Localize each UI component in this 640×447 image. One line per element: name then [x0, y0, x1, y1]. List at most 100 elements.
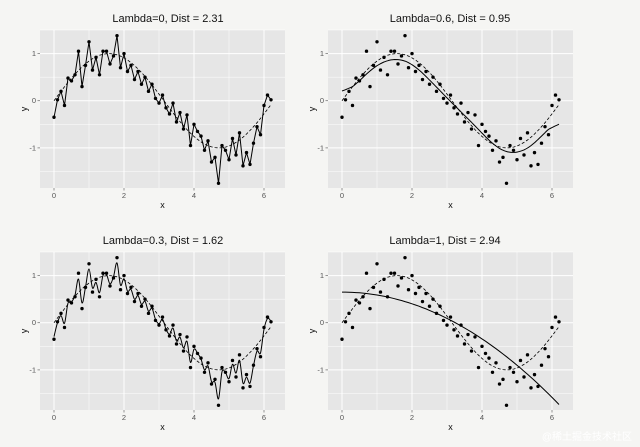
y-tick-label: 0: [320, 96, 324, 105]
panel-2-reference-curve: [341, 53, 560, 149]
data-point: [167, 112, 172, 116]
y-tick-label: 1: [320, 271, 324, 280]
data-point: [153, 318, 158, 323]
data-point: [529, 386, 533, 390]
data-point: [115, 255, 119, 260]
data-point: [340, 115, 344, 119]
data-point: [213, 377, 217, 382]
data-point: [157, 101, 161, 105]
data-point: [255, 346, 259, 351]
data-point: [76, 49, 81, 53]
data-point: [497, 382, 502, 386]
data-point: [66, 298, 70, 302]
data-point: [73, 295, 77, 299]
data-point: [230, 136, 235, 141]
panel-3-grid: [40, 251, 285, 410]
data-point: [490, 148, 495, 152]
panel-1-grid: [40, 29, 285, 188]
y-tick-label: 1: [32, 49, 36, 58]
data-point: [108, 62, 112, 66]
data-point: [455, 334, 460, 338]
data-point: [122, 51, 126, 56]
data-point: [389, 271, 393, 275]
data-point: [199, 356, 203, 360]
data-point: [213, 155, 217, 160]
data-point: [80, 84, 84, 89]
data-point: [101, 271, 105, 275]
data-point: [262, 103, 266, 108]
data-point: [251, 363, 256, 367]
data-point: [480, 122, 484, 127]
panel-3-y-ticks: -1 0 1: [29, 271, 40, 374]
data-point: [490, 370, 495, 374]
data-point: [94, 55, 98, 60]
x-tick-label: 6: [262, 413, 266, 422]
data-point: [52, 115, 56, 119]
data-point: [111, 54, 116, 58]
x-tick-label: 6: [550, 413, 554, 422]
panel-1-title: Lambda=0, Dist = 2.31: [112, 13, 223, 25]
data-point: [192, 344, 196, 349]
y-tick-label: 0: [320, 318, 324, 327]
data-point: [216, 181, 221, 185]
data-point: [244, 372, 249, 377]
data-point: [160, 93, 165, 97]
data-point: [73, 73, 77, 77]
data-point: [417, 63, 421, 68]
data-point: [237, 131, 242, 135]
x-tick-label: 4: [480, 191, 484, 200]
y-tick-label: 1: [32, 271, 36, 280]
data-point: [269, 320, 273, 324]
panel-4-fit-curve: [342, 291, 560, 405]
data-point: [248, 162, 252, 167]
x-tick-label: 0: [52, 413, 56, 422]
data-point: [350, 325, 355, 330]
data-point: [420, 299, 425, 304]
x-tick-label: 4: [192, 413, 196, 422]
data-point: [185, 113, 189, 117]
data-point: [167, 334, 172, 338]
panel-2-x-label: x: [448, 200, 453, 210]
data-point: [248, 384, 252, 389]
data-point: [195, 129, 200, 134]
data-point: [174, 120, 179, 124]
data-point: [368, 84, 372, 89]
data-point: [515, 380, 519, 384]
data-point: [473, 335, 477, 339]
data-point: [438, 304, 442, 308]
data-point: [522, 375, 526, 379]
data-point: [417, 285, 421, 290]
data-point: [347, 311, 351, 316]
x-tick-label: 0: [340, 413, 344, 422]
data-point: [494, 139, 498, 143]
panel-3-fit-curve: [53, 262, 272, 400]
panel-4-y-ticks: -1 0 1: [317, 271, 328, 374]
data-point: [87, 262, 91, 266]
data-point: [375, 262, 379, 266]
data-point: [511, 370, 516, 374]
data-point: [153, 96, 158, 101]
data-point: [532, 372, 537, 377]
data-point: [553, 93, 558, 97]
data-point: [371, 285, 376, 290]
data-point: [171, 101, 175, 105]
data-point: [132, 299, 137, 304]
panel-2-grid: [328, 29, 573, 188]
x-tick-label: 2: [410, 413, 414, 422]
data-point: [132, 77, 137, 82]
data-point: [59, 311, 63, 316]
x-tick-label: 2: [410, 191, 414, 200]
data-point: [129, 285, 133, 290]
data-point: [202, 370, 207, 374]
data-point: [340, 337, 344, 341]
data-point: [378, 68, 383, 72]
data-point: [459, 323, 463, 327]
data-point: [139, 82, 144, 86]
y-tick-label: -1: [29, 143, 36, 152]
data-point: [445, 101, 449, 105]
panel-1-x-label: x: [160, 200, 165, 210]
data-point: [550, 103, 554, 108]
data-point: [452, 328, 456, 332]
data-point: [265, 93, 270, 97]
data-point: [466, 110, 470, 115]
